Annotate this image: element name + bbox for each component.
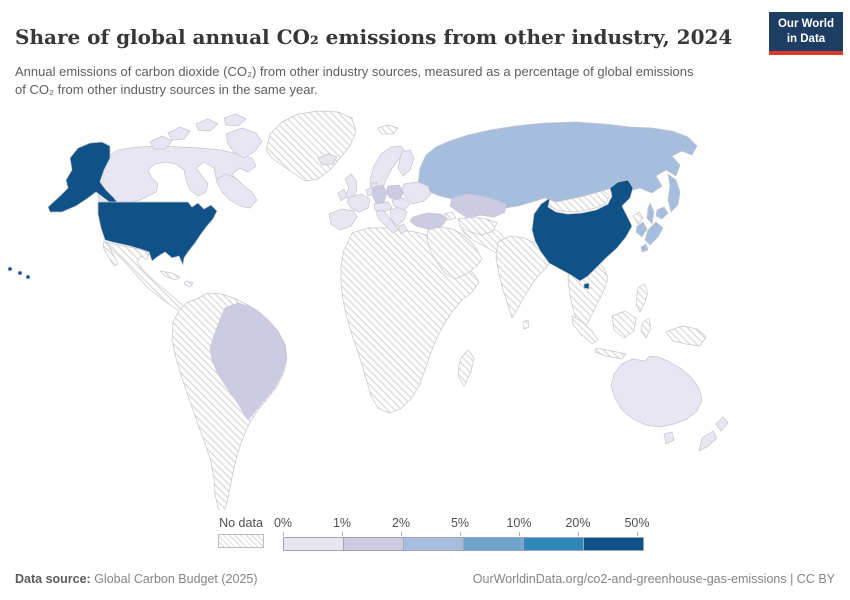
owid-logo-line1: Our World <box>777 18 834 30</box>
legend-segment-0-1%[interactable] <box>283 537 344 551</box>
legend-segment-20-50%[interactable] <box>583 537 644 551</box>
footer-source-value: Global Carbon Budget (2025) <box>90 572 258 586</box>
country-russia[interactable] <box>417 121 698 209</box>
country-new-guinea[interactable] <box>665 325 707 347</box>
country-japan-honshu[interactable] <box>644 221 664 246</box>
footer-link[interactable]: OurWorldinData.org/co2-and-greenhouse-ga… <box>472 572 835 586</box>
legend-no-data-label: No data <box>219 516 263 530</box>
region-iberia[interactable] <box>328 208 358 231</box>
country-brazil[interactable] <box>209 302 287 421</box>
region-caucasus[interactable] <box>443 211 457 221</box>
country-alaska[interactable] <box>47 141 121 213</box>
country-cuba[interactable] <box>159 270 181 281</box>
owid-logo[interactable]: Our World in Data <box>769 12 843 55</box>
legend-tick-mark <box>637 532 638 536</box>
country-france[interactable] <box>346 193 371 213</box>
country-finland[interactable] <box>397 149 415 177</box>
world-map <box>7 110 729 510</box>
legend-tick-mark <box>283 532 284 536</box>
region-eastern-europe[interactable] <box>401 181 432 205</box>
legend-tick-0%: 0% <box>273 516 293 530</box>
legend-tick-10%: 10% <box>506 516 532 530</box>
owid-logo-line2: in Data <box>786 32 826 45</box>
country-japan-kyushu[interactable] <box>640 243 649 253</box>
country-svalbard[interactable] <box>377 124 399 135</box>
country-iceland[interactable] <box>317 153 338 166</box>
country-australia-tasmania[interactable] <box>663 431 675 445</box>
footer-source: Data source: Global Carbon Budget (2025) <box>15 572 258 586</box>
legend-tick-20%: 20% <box>565 516 591 530</box>
owid-logo-accent-bar <box>769 50 843 55</box>
country-germany[interactable] <box>371 184 388 204</box>
region-central-asia[interactable] <box>457 216 498 236</box>
legend-tick-mark <box>342 532 343 536</box>
country-north-korea[interactable] <box>632 211 644 225</box>
country-japan-hokkaido[interactable] <box>655 206 669 220</box>
legend-segment-10-20%[interactable] <box>523 537 584 551</box>
legend-tick-mark <box>578 532 579 536</box>
country-canada-island-3[interactable] <box>223 113 247 127</box>
country-india[interactable] <box>495 235 553 319</box>
country-russia-sakhalin[interactable] <box>646 202 655 225</box>
country-canada-island-victoria[interactable] <box>149 135 173 150</box>
country-baja-california[interactable] <box>102 240 119 267</box>
country-madagascar[interactable] <box>457 349 475 387</box>
region-middle-east[interactable] <box>426 226 483 280</box>
country-indonesia-borneo[interactable] <box>611 310 637 339</box>
country-kazakhstan[interactable] <box>449 193 507 219</box>
country-philippines[interactable] <box>635 283 649 313</box>
legend-segment-5-10%[interactable] <box>463 537 524 551</box>
country-south-korea[interactable] <box>635 221 648 238</box>
country-new-zealand-south[interactable] <box>698 430 718 452</box>
legend-tick-mark <box>460 532 461 536</box>
country-indonesia-sumatra[interactable] <box>571 315 599 345</box>
chart-title: Share of global annual CO₂ emissions fro… <box>15 25 733 50</box>
country-canada-island-1[interactable] <box>167 126 191 141</box>
country-hawaii-2[interactable] <box>17 270 23 276</box>
country-canada-east[interactable] <box>215 173 258 209</box>
country-indonesia-java[interactable] <box>594 347 627 360</box>
country-united-kingdom[interactable] <box>344 173 358 201</box>
country-hispaniola[interactable] <box>183 280 194 288</box>
country-greenland[interactable] <box>265 110 357 182</box>
country-new-zealand-north[interactable] <box>715 416 729 432</box>
legend-tick-5%: 5% <box>450 516 470 530</box>
country-canada-island-baffin[interactable] <box>225 127 263 159</box>
legend-segment-2-5%[interactable] <box>403 537 464 551</box>
country-hawaii-1[interactable] <box>7 266 13 272</box>
country-indonesia-sulawesi[interactable] <box>640 317 652 339</box>
country-russia-kamchatka[interactable] <box>667 173 681 213</box>
country-poland[interactable] <box>385 184 405 200</box>
legend-no-data[interactable]: No data <box>218 516 264 548</box>
legend-color-bar <box>283 537 644 551</box>
region-central-europe[interactable] <box>373 201 393 213</box>
country-china[interactable] <box>531 179 634 282</box>
legend-tick-mark <box>401 532 402 536</box>
legend-segment-1-2%[interactable] <box>343 537 404 551</box>
country-hawaii-3[interactable] <box>25 274 31 280</box>
country-turkey[interactable] <box>409 212 448 230</box>
country-sri-lanka[interactable] <box>522 319 530 330</box>
country-ireland[interactable] <box>337 188 348 202</box>
country-china-hainan[interactable] <box>583 282 590 290</box>
legend-tick-2%: 2% <box>391 516 411 530</box>
legend-tick-mark <box>519 532 520 536</box>
legend-tick-50%: 50% <box>624 516 650 530</box>
country-greece[interactable] <box>397 223 408 235</box>
map-legend: No data 0% 1% 2% 5% 10% 20% 50% <box>218 516 658 552</box>
country-italy[interactable] <box>375 209 399 234</box>
legend-no-data-swatch <box>218 534 264 548</box>
country-canada-island-2[interactable] <box>195 118 219 132</box>
region-romania-hungary[interactable] <box>391 197 411 211</box>
country-australia[interactable] <box>610 355 703 428</box>
chart-subtitle: Annual emissions of carbon dioxide (CO₂)… <box>15 64 694 98</box>
legend-tick-1%: 1% <box>332 516 352 530</box>
footer-source-label: Data source: <box>15 572 91 586</box>
country-united-states[interactable] <box>97 201 218 266</box>
